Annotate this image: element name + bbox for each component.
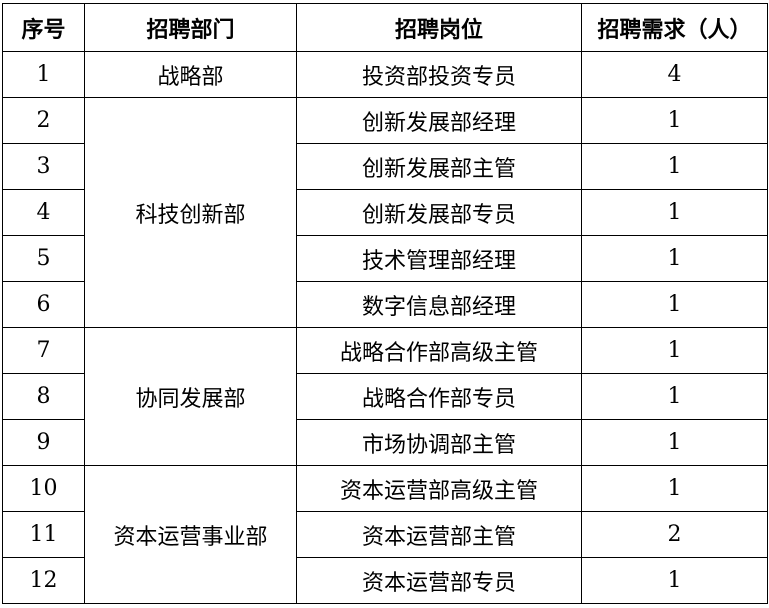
table-row: 7 协同发展部 战略合作部高级主管 1 <box>2 327 768 466</box>
cell-position: 创新发展部经理 <box>296 97 582 144</box>
table-row: 9 市场协调部主管 1 <box>2 419 768 466</box>
cell-no: 4 <box>2 189 85 236</box>
cell-position: 资本运营部高级主管 <box>296 465 582 512</box>
cell-no: 9 <box>2 419 85 466</box>
header-dept: 招聘部门 <box>84 3 297 52</box>
cell-dept: 战略部 <box>84 51 297 98</box>
cell-no: 1 <box>2 51 85 98</box>
recruitment-table: 序号 招聘部门 招聘岗位 招聘需求（人） 1 战略部 投资部投资专员 4 2 科… <box>2 3 768 604</box>
cell-count: 1 <box>581 465 768 512</box>
cell-no: 8 <box>2 373 85 420</box>
cell-count: 1 <box>581 281 768 328</box>
cell-count: 1 <box>581 235 768 282</box>
cell-position: 投资部投资专员 <box>296 51 582 98</box>
table-row: 10 资本运营事业部 资本运营部高级主管 1 <box>2 465 768 604</box>
cell-count: 2 <box>581 511 768 558</box>
cell-position: 创新发展部主管 <box>296 143 582 190</box>
cell-position: 战略合作部高级主管 <box>296 327 582 374</box>
cell-no: 11 <box>2 511 85 558</box>
cell-position: 数字信息部经理 <box>296 281 582 328</box>
table-row: 4 创新发展部专员 1 <box>2 189 768 236</box>
cell-no: 5 <box>2 235 85 282</box>
cell-no: 3 <box>2 143 85 190</box>
cell-count: 1 <box>581 373 768 420</box>
cell-count: 1 <box>581 557 768 604</box>
header-position: 招聘岗位 <box>296 3 582 52</box>
header-row: 序号 招聘部门 招聘岗位 招聘需求（人） <box>2 3 768 52</box>
cell-dept: 协同发展部 <box>84 327 297 466</box>
cell-count: 1 <box>581 189 768 236</box>
cell-position: 战略合作部专员 <box>296 373 582 420</box>
table-row: 1 战略部 投资部投资专员 4 <box>2 51 768 98</box>
table-row: 2 科技创新部 创新发展部经理 1 <box>2 97 768 328</box>
cell-dept: 科技创新部 <box>84 97 297 328</box>
table-row: 5 技术管理部经理 1 <box>2 235 768 282</box>
cell-position: 创新发展部专员 <box>296 189 582 236</box>
cell-count: 4 <box>581 51 768 98</box>
cell-count: 1 <box>581 143 768 190</box>
cell-count: 1 <box>581 419 768 466</box>
cell-dept: 资本运营事业部 <box>84 465 297 604</box>
cell-position: 技术管理部经理 <box>296 235 582 282</box>
table-row: 3 创新发展部主管 1 <box>2 143 768 190</box>
cell-no: 12 <box>2 557 85 604</box>
cell-no: 6 <box>2 281 85 328</box>
table-row: 12 资本运营部专员 1 <box>2 557 768 604</box>
cell-count: 1 <box>581 327 768 374</box>
cell-position: 市场协调部主管 <box>296 419 582 466</box>
header-count: 招聘需求（人） <box>581 3 768 52</box>
cell-no: 7 <box>2 327 85 374</box>
header-no: 序号 <box>2 3 85 52</box>
table-row: 6 数字信息部经理 1 <box>2 281 768 328</box>
cell-count: 1 <box>581 97 768 144</box>
cell-no: 2 <box>2 97 85 144</box>
cell-no: 10 <box>2 465 85 512</box>
cell-position: 资本运营部专员 <box>296 557 582 604</box>
cell-position: 资本运营部主管 <box>296 511 582 558</box>
